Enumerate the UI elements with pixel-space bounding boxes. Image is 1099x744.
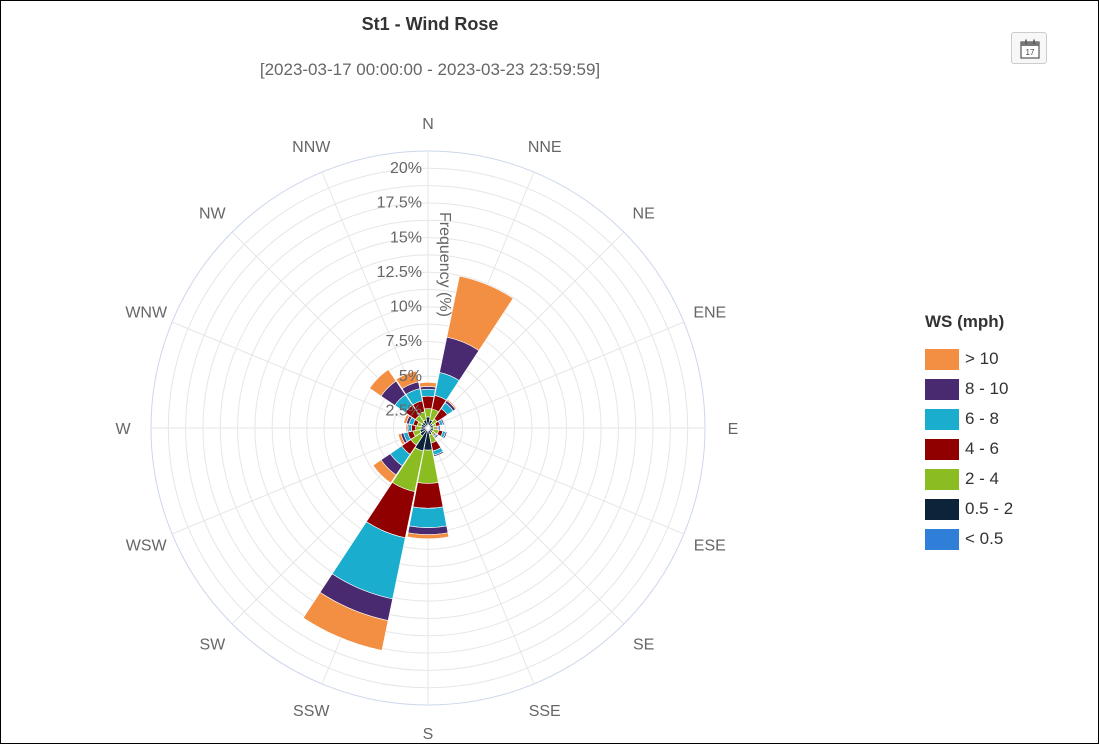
radial-tick-label: 2.5%: [386, 402, 422, 419]
legend: WS (mph) > 10 8 - 10 6 - 8 4 - 6 2 - 4 0.5 - …: [925, 312, 1075, 554]
legend-item[interactable]: > 10: [925, 344, 1075, 374]
legend-item[interactable]: 4 - 6: [925, 434, 1075, 464]
wedge-SSW-series-6[interactable]: [302, 591, 389, 651]
legend-swatch: [925, 348, 959, 370]
wedge-W-series-3[interactable]: [411, 424, 417, 432]
legend-swatch: [925, 408, 959, 430]
legend-label: > 10: [965, 349, 999, 368]
direction-label-SSW: SSW: [293, 703, 330, 720]
direction-label-NE: NE: [633, 205, 655, 222]
wedge-W-series-6[interactable]: [405, 423, 408, 433]
wedge-NNW-series-6[interactable]: [395, 370, 419, 390]
polar-grid: [150, 150, 706, 706]
chart-subtitle: [2023-03-17 00:00:00 - 2023-03-23 23:59:…: [259, 60, 601, 79]
direction-label-ENE: ENE: [693, 304, 726, 321]
legend-label: 8 - 10: [965, 379, 1009, 398]
radial-tick-label: 20%: [390, 160, 422, 177]
legend-swatch: [925, 438, 959, 460]
direction-label-N: N: [422, 116, 434, 133]
direction-label-S: S: [423, 726, 434, 743]
radial-tick-label: 5%: [399, 368, 422, 385]
legend-item[interactable]: 0.5 - 2: [925, 494, 1075, 524]
wedge-WSW-series-6[interactable]: [397, 433, 406, 446]
wedge-NNE-series-6[interactable]: [446, 275, 514, 351]
wedge-ENE-series-5[interactable]: [440, 418, 445, 426]
direction-label-NW: NW: [199, 205, 227, 222]
date-range-button[interactable]: 17: [1011, 32, 1047, 64]
wedge-S-series-6[interactable]: [406, 532, 450, 540]
direction-label-E: E: [728, 421, 739, 438]
grid-spoke: [427, 427, 685, 535]
legend-item[interactable]: 8 - 10: [925, 374, 1075, 404]
legend-label: 0.5 - 2: [965, 499, 1014, 518]
wedge-SW-series-6[interactable]: [372, 459, 397, 484]
chart-labels: 2.5% 5% 7.5% 10% 12.5% 15% 17.5% 20% Frequency (…: [115, 116, 738, 743]
wedge-E-series-5[interactable]: [438, 425, 441, 431]
grid-spoke: [427, 231, 625, 429]
direction-label-ESE: ESE: [694, 538, 726, 555]
wedge-S-series-3[interactable]: [412, 482, 444, 509]
direction-label-NNE: NNE: [528, 139, 562, 156]
legend-label: 2 - 4: [965, 469, 1000, 488]
direction-label-W: W: [115, 421, 131, 438]
wedge-N-series-4[interactable]: [420, 388, 436, 398]
radial-tick-label: 12.5%: [377, 264, 422, 281]
legend-item[interactable]: 2 - 4: [925, 464, 1075, 494]
legend-swatch: [925, 378, 959, 400]
calendar-day-text: 17: [1026, 48, 1035, 57]
radial-axis-title: Frequency (%): [436, 212, 453, 317]
wedge-ESE-series-5[interactable]: [442, 431, 448, 440]
legend-item[interactable]: 6 - 8: [925, 404, 1075, 434]
wind-rose-bars: [302, 275, 514, 651]
grid-spoke: [427, 321, 685, 429]
legend-label: < 0.5: [965, 529, 1004, 548]
direction-label-WSW: WSW: [126, 538, 168, 555]
grid-spoke: [427, 427, 625, 625]
radial-tick-label: 15%: [390, 229, 422, 246]
legend-label: 4 - 6: [965, 439, 1000, 458]
legend-swatch: [925, 468, 959, 490]
grid-spoke: [427, 427, 535, 685]
calendar-icon: 17: [1020, 39, 1040, 59]
legend-swatch: [925, 498, 959, 520]
radial-tick-label: 7.5%: [386, 333, 422, 350]
grid-spoke: [171, 321, 429, 429]
wedge-NW-series-6[interactable]: [369, 369, 397, 397]
wedge-S-series-4[interactable]: [408, 506, 448, 528]
direction-label-SW: SW: [199, 637, 226, 654]
radial-tick-label: 17.5%: [377, 195, 422, 212]
radial-tick-label: 10%: [390, 299, 422, 316]
direction-label-WNW: WNW: [125, 304, 168, 321]
legend-title: WS (mph): [925, 312, 1005, 331]
legend-label: 6 - 8: [965, 409, 1000, 428]
direction-label-SE: SE: [633, 637, 654, 654]
direction-label-NNW: NNW: [292, 139, 331, 156]
legend-swatch: [925, 528, 959, 550]
wedge-WNW-series-6[interactable]: [403, 413, 410, 424]
grid-spoke: [171, 427, 429, 535]
wedge-SSE-series-5[interactable]: [433, 450, 445, 457]
direction-label-SSE: SSE: [529, 703, 561, 720]
wedge-N-series-6[interactable]: [419, 381, 437, 388]
legend-item[interactable]: < 0.5: [925, 524, 1075, 554]
chart-title: St1 - Wind Rose: [361, 14, 499, 34]
wedge-NE-series-6[interactable]: [446, 398, 458, 410]
